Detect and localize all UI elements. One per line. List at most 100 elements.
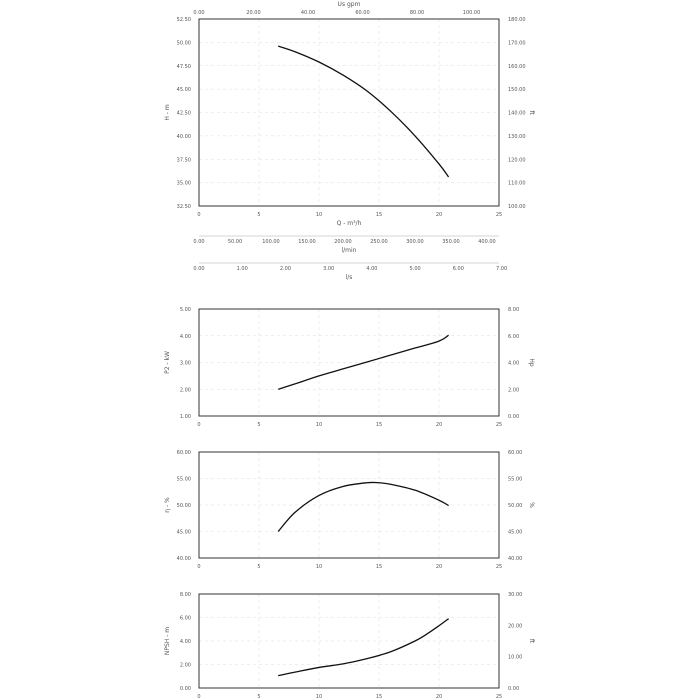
flow-axis-tick-label: 250.00 bbox=[370, 239, 388, 245]
flow-axis-tick-label: 6.00 bbox=[453, 266, 464, 272]
y2-tick-label: 170.00 bbox=[508, 40, 526, 46]
y-tick-label: 3.00 bbox=[180, 361, 191, 367]
flow-axis-1: 0.00 1.00 2.00 3.00 4.00 5.00 6.00 7.00 l/s bbox=[193, 262, 507, 281]
y-tick-label: 4.00 bbox=[180, 334, 191, 340]
y-tick-label: 1.00 bbox=[180, 414, 191, 420]
series-line-power bbox=[278, 334, 449, 390]
x-tick-label: 20 bbox=[436, 694, 442, 700]
flow-axis-tick-label: 2.00 bbox=[280, 266, 291, 272]
x-tick-label: 15 bbox=[376, 694, 382, 700]
y2-tick-label: 2.00 bbox=[508, 387, 519, 393]
x-tick-label: 20 bbox=[436, 564, 442, 570]
y2-tick-label: 0.00 bbox=[508, 414, 519, 420]
y-tick-label: 2.00 bbox=[180, 387, 191, 393]
y-tick-label: 35.00 bbox=[177, 181, 191, 187]
y2-axis-label: ft bbox=[528, 110, 535, 115]
x-tick-label: 25 bbox=[496, 212, 502, 218]
y2-axis-label: ft bbox=[528, 639, 535, 644]
x-tick-label: 0 bbox=[197, 564, 200, 570]
y-tick-label: 45.00 bbox=[177, 87, 191, 93]
y2-tick-label: 50.00 bbox=[508, 503, 522, 509]
x-tick-label: 5 bbox=[257, 422, 260, 428]
x-tick-label: 0 bbox=[197, 212, 200, 218]
x-tick-label: 20 bbox=[436, 212, 442, 218]
top-axis-label: Us gpm bbox=[338, 1, 361, 8]
x-tick-label: 20 bbox=[436, 422, 442, 428]
y-axis-label: NPSH - m bbox=[164, 627, 171, 655]
y2-axis-label: % bbox=[528, 502, 535, 508]
y2-tick-label: 40.00 bbox=[508, 556, 522, 562]
plot-frame bbox=[198, 593, 500, 689]
x-tick-label: 5 bbox=[257, 212, 260, 218]
y-axis-label: H - m bbox=[164, 104, 171, 120]
plot-frame bbox=[198, 308, 500, 417]
flow-axis-tick-label: 300.00 bbox=[406, 239, 424, 245]
flow-axis-tick-label: 7.00 bbox=[496, 266, 507, 272]
y-tick-label: 55.00 bbox=[177, 477, 191, 483]
y-axis-label: P2 - kW bbox=[164, 351, 171, 374]
flow-axis-tick-label: 400.00 bbox=[478, 239, 496, 245]
top-axis-tick-label: 20.00 bbox=[246, 10, 260, 16]
flow-axis-label: l/s bbox=[346, 274, 353, 281]
y2-tick-label: 0.00 bbox=[508, 686, 519, 692]
y-tick-label: 8.00 bbox=[180, 592, 191, 598]
x-tick-label: 5 bbox=[257, 694, 260, 700]
top-axis-tick-label: 100.00 bbox=[463, 10, 481, 16]
series-line-efficiency bbox=[277, 481, 449, 532]
y-tick-label: 2.00 bbox=[180, 663, 191, 669]
flow-axis-tick-label: 5.00 bbox=[410, 266, 421, 272]
y2-axis-label: Hp bbox=[528, 358, 535, 367]
x-tick-label: 15 bbox=[376, 564, 382, 570]
x-tick-label: 15 bbox=[376, 422, 382, 428]
y-tick-label: 0.00 bbox=[180, 686, 191, 692]
top-axis-tick-label: 60.00 bbox=[355, 10, 369, 16]
x-tick-label: 15 bbox=[376, 212, 382, 218]
top-axis-tick-label: 80.00 bbox=[410, 10, 424, 16]
y-tick-label: 40.00 bbox=[177, 134, 191, 140]
flow-axis-tick-label: 0.00 bbox=[193, 239, 204, 245]
flow-axis-tick-label: 350.00 bbox=[442, 239, 460, 245]
series-line-head bbox=[277, 45, 450, 178]
y-tick-label: 6.00 bbox=[180, 616, 191, 622]
flow-axis-tick-label: 50.00 bbox=[228, 239, 242, 245]
y2-tick-label: 55.00 bbox=[508, 477, 522, 483]
y-tick-label: 52.50 bbox=[177, 17, 191, 23]
y-tick-label: 32.50 bbox=[177, 204, 191, 210]
y2-tick-label: 110.00 bbox=[508, 181, 526, 187]
y-tick-label: 4.00 bbox=[180, 639, 191, 645]
y2-tick-label: 100.00 bbox=[508, 204, 526, 210]
flow-axis-tick-label: 0.00 bbox=[193, 266, 204, 272]
series-line-npsh bbox=[278, 618, 449, 677]
y-tick-label: 42.50 bbox=[177, 111, 191, 117]
top-axis-tick-label: 40.00 bbox=[301, 10, 315, 16]
y2-tick-label: 120.00 bbox=[508, 157, 526, 163]
y2-tick-label: 20.00 bbox=[508, 623, 522, 629]
y2-tick-label: 45.00 bbox=[508, 530, 522, 536]
y-tick-label: 5.00 bbox=[180, 307, 191, 313]
y-axis-label: η - % bbox=[164, 497, 171, 513]
flow-axis-tick-label: 150.00 bbox=[298, 239, 316, 245]
y2-tick-label: 10.00 bbox=[508, 655, 522, 661]
chart-panel-efficiency: 60.00 55.00 50.00 45.00 40.00 60.00 55.00 50.00… bbox=[164, 450, 535, 570]
flow-axis-tick-label: 3.00 bbox=[323, 266, 334, 272]
y2-tick-label: 60.00 bbox=[508, 450, 522, 456]
flow-axis-tick-label: 100.00 bbox=[262, 239, 280, 245]
x-tick-label: 10 bbox=[316, 564, 322, 570]
y-tick-label: 60.00 bbox=[177, 450, 191, 456]
plot-frame bbox=[198, 18, 500, 207]
x-tick-label: 0 bbox=[197, 694, 200, 700]
flow-axis-tick-label: 4.00 bbox=[366, 266, 377, 272]
y2-tick-label: 140.00 bbox=[508, 111, 526, 117]
y2-tick-label: 30.00 bbox=[508, 592, 522, 598]
x-axis-label: Q - m³/h bbox=[337, 220, 362, 227]
y-tick-label: 50.00 bbox=[177, 503, 191, 509]
y2-tick-label: 8.00 bbox=[508, 307, 519, 313]
flow-axis-tick-label: 1.00 bbox=[237, 266, 248, 272]
y-tick-label: 45.00 bbox=[177, 530, 191, 536]
top-axis-tick-label: 0.00 bbox=[193, 10, 204, 16]
y2-tick-label: 6.00 bbox=[508, 334, 519, 340]
x-tick-label: 5 bbox=[257, 564, 260, 570]
flow-axis-label: l/min bbox=[341, 247, 356, 254]
x-tick-label: 25 bbox=[496, 422, 502, 428]
x-tick-label: 25 bbox=[496, 694, 502, 700]
